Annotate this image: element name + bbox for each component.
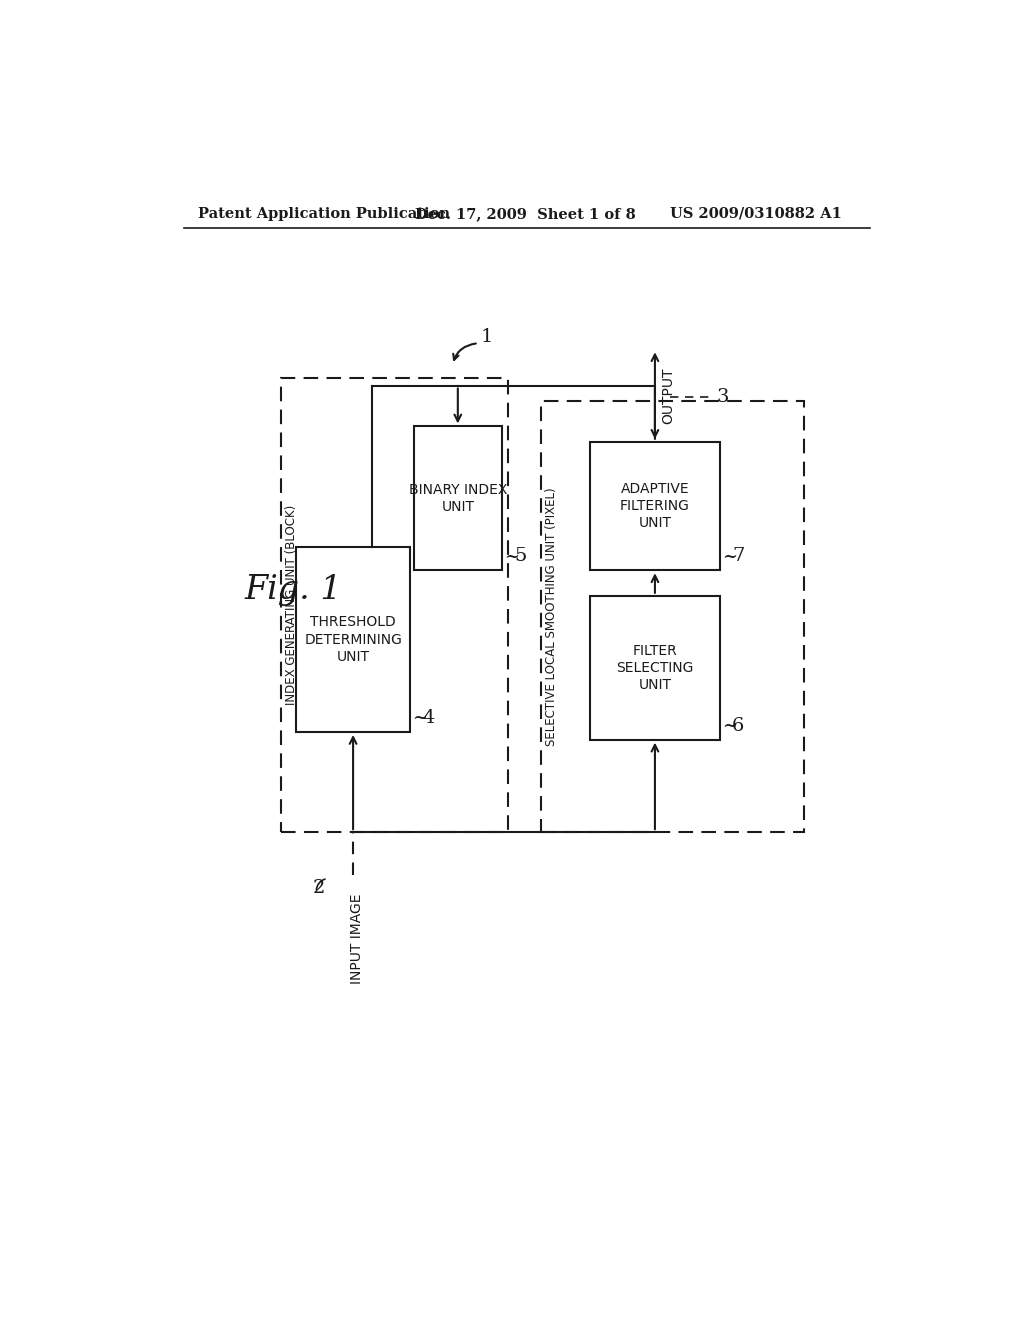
Text: INDEX GENERATING UNIT (BLOCK): INDEX GENERATING UNIT (BLOCK): [285, 504, 298, 705]
Text: ~: ~: [413, 709, 427, 727]
Text: 5: 5: [514, 548, 526, 565]
Text: FILTERING: FILTERING: [620, 499, 690, 513]
Text: 4: 4: [422, 709, 435, 727]
Bar: [296, 548, 410, 733]
Bar: [281, 378, 508, 832]
Text: Fig. 1: Fig. 1: [245, 574, 342, 606]
Text: SELECTIVE LOCAL SMOOTHING UNIT (PIXEL): SELECTIVE LOCAL SMOOTHING UNIT (PIXEL): [545, 487, 558, 746]
Bar: [541, 401, 804, 832]
Text: Dec. 17, 2009  Sheet 1 of 8: Dec. 17, 2009 Sheet 1 of 8: [416, 207, 636, 220]
Text: UNIT: UNIT: [337, 651, 370, 664]
Text: ~: ~: [504, 548, 519, 565]
Text: THRESHOLD: THRESHOLD: [310, 615, 396, 628]
Text: UNIT: UNIT: [638, 677, 672, 692]
Text: INPUT IMAGE: INPUT IMAGE: [350, 894, 364, 985]
Text: 6: 6: [732, 717, 744, 735]
Text: FILTER: FILTER: [633, 644, 677, 657]
Text: ~: ~: [722, 548, 737, 565]
Text: Patent Application Publication: Patent Application Publication: [199, 207, 451, 220]
Text: BINARY INDEX: BINARY INDEX: [409, 483, 507, 496]
Bar: [590, 595, 720, 739]
Text: SELECTING: SELECTING: [616, 661, 693, 675]
Text: ADAPTIVE: ADAPTIVE: [621, 482, 689, 496]
Text: 2: 2: [313, 879, 326, 896]
Text: ~: ~: [722, 717, 737, 735]
Text: UNIT: UNIT: [441, 500, 474, 513]
Text: 3: 3: [717, 388, 729, 407]
Text: 7: 7: [732, 548, 744, 565]
Text: US 2009/0310882 A1: US 2009/0310882 A1: [670, 207, 842, 220]
Text: UNIT: UNIT: [638, 516, 672, 531]
Bar: [414, 426, 502, 570]
Bar: [590, 442, 720, 570]
Text: OUTPUT: OUTPUT: [662, 367, 675, 424]
Text: DETERMINING: DETERMINING: [304, 632, 402, 647]
Text: 1: 1: [481, 329, 494, 346]
